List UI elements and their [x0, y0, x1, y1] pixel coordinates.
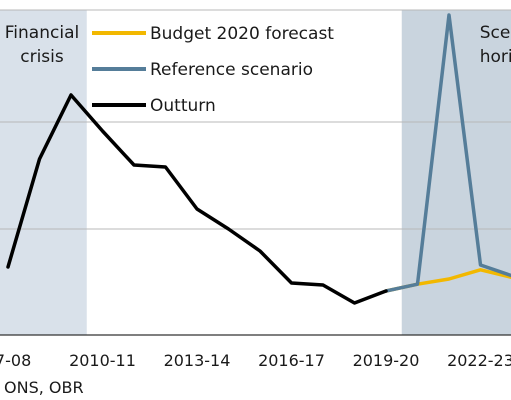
region-label-0-0: Financial [5, 23, 79, 43]
legend-label-2: Outturn [150, 96, 216, 116]
source-text: ONS, OBR [4, 378, 84, 397]
shaded-region-0 [0, 10, 87, 335]
x-tick-label-0: 07-08 [0, 351, 31, 370]
x-tick-label-5: 2022-23 [447, 351, 511, 370]
x-tick-label-4: 2019-20 [353, 351, 420, 370]
legend-label-0: Budget 2020 forecast [150, 24, 334, 44]
series-line-outturn [6, 93, 388, 305]
x-tick-label-2: 2013-14 [164, 351, 231, 370]
region-label-0-1: crisis [20, 47, 64, 67]
region-label-1-1: horizon [480, 47, 511, 67]
region-label-1-0: Scenario [480, 23, 511, 43]
legend-label-1: Reference scenario [150, 60, 313, 80]
x-tick-label-1: 2010-11 [69, 351, 136, 370]
x-tick-label-3: 2016-17 [258, 351, 325, 370]
series-line-reference-scenario [384, 13, 511, 293]
